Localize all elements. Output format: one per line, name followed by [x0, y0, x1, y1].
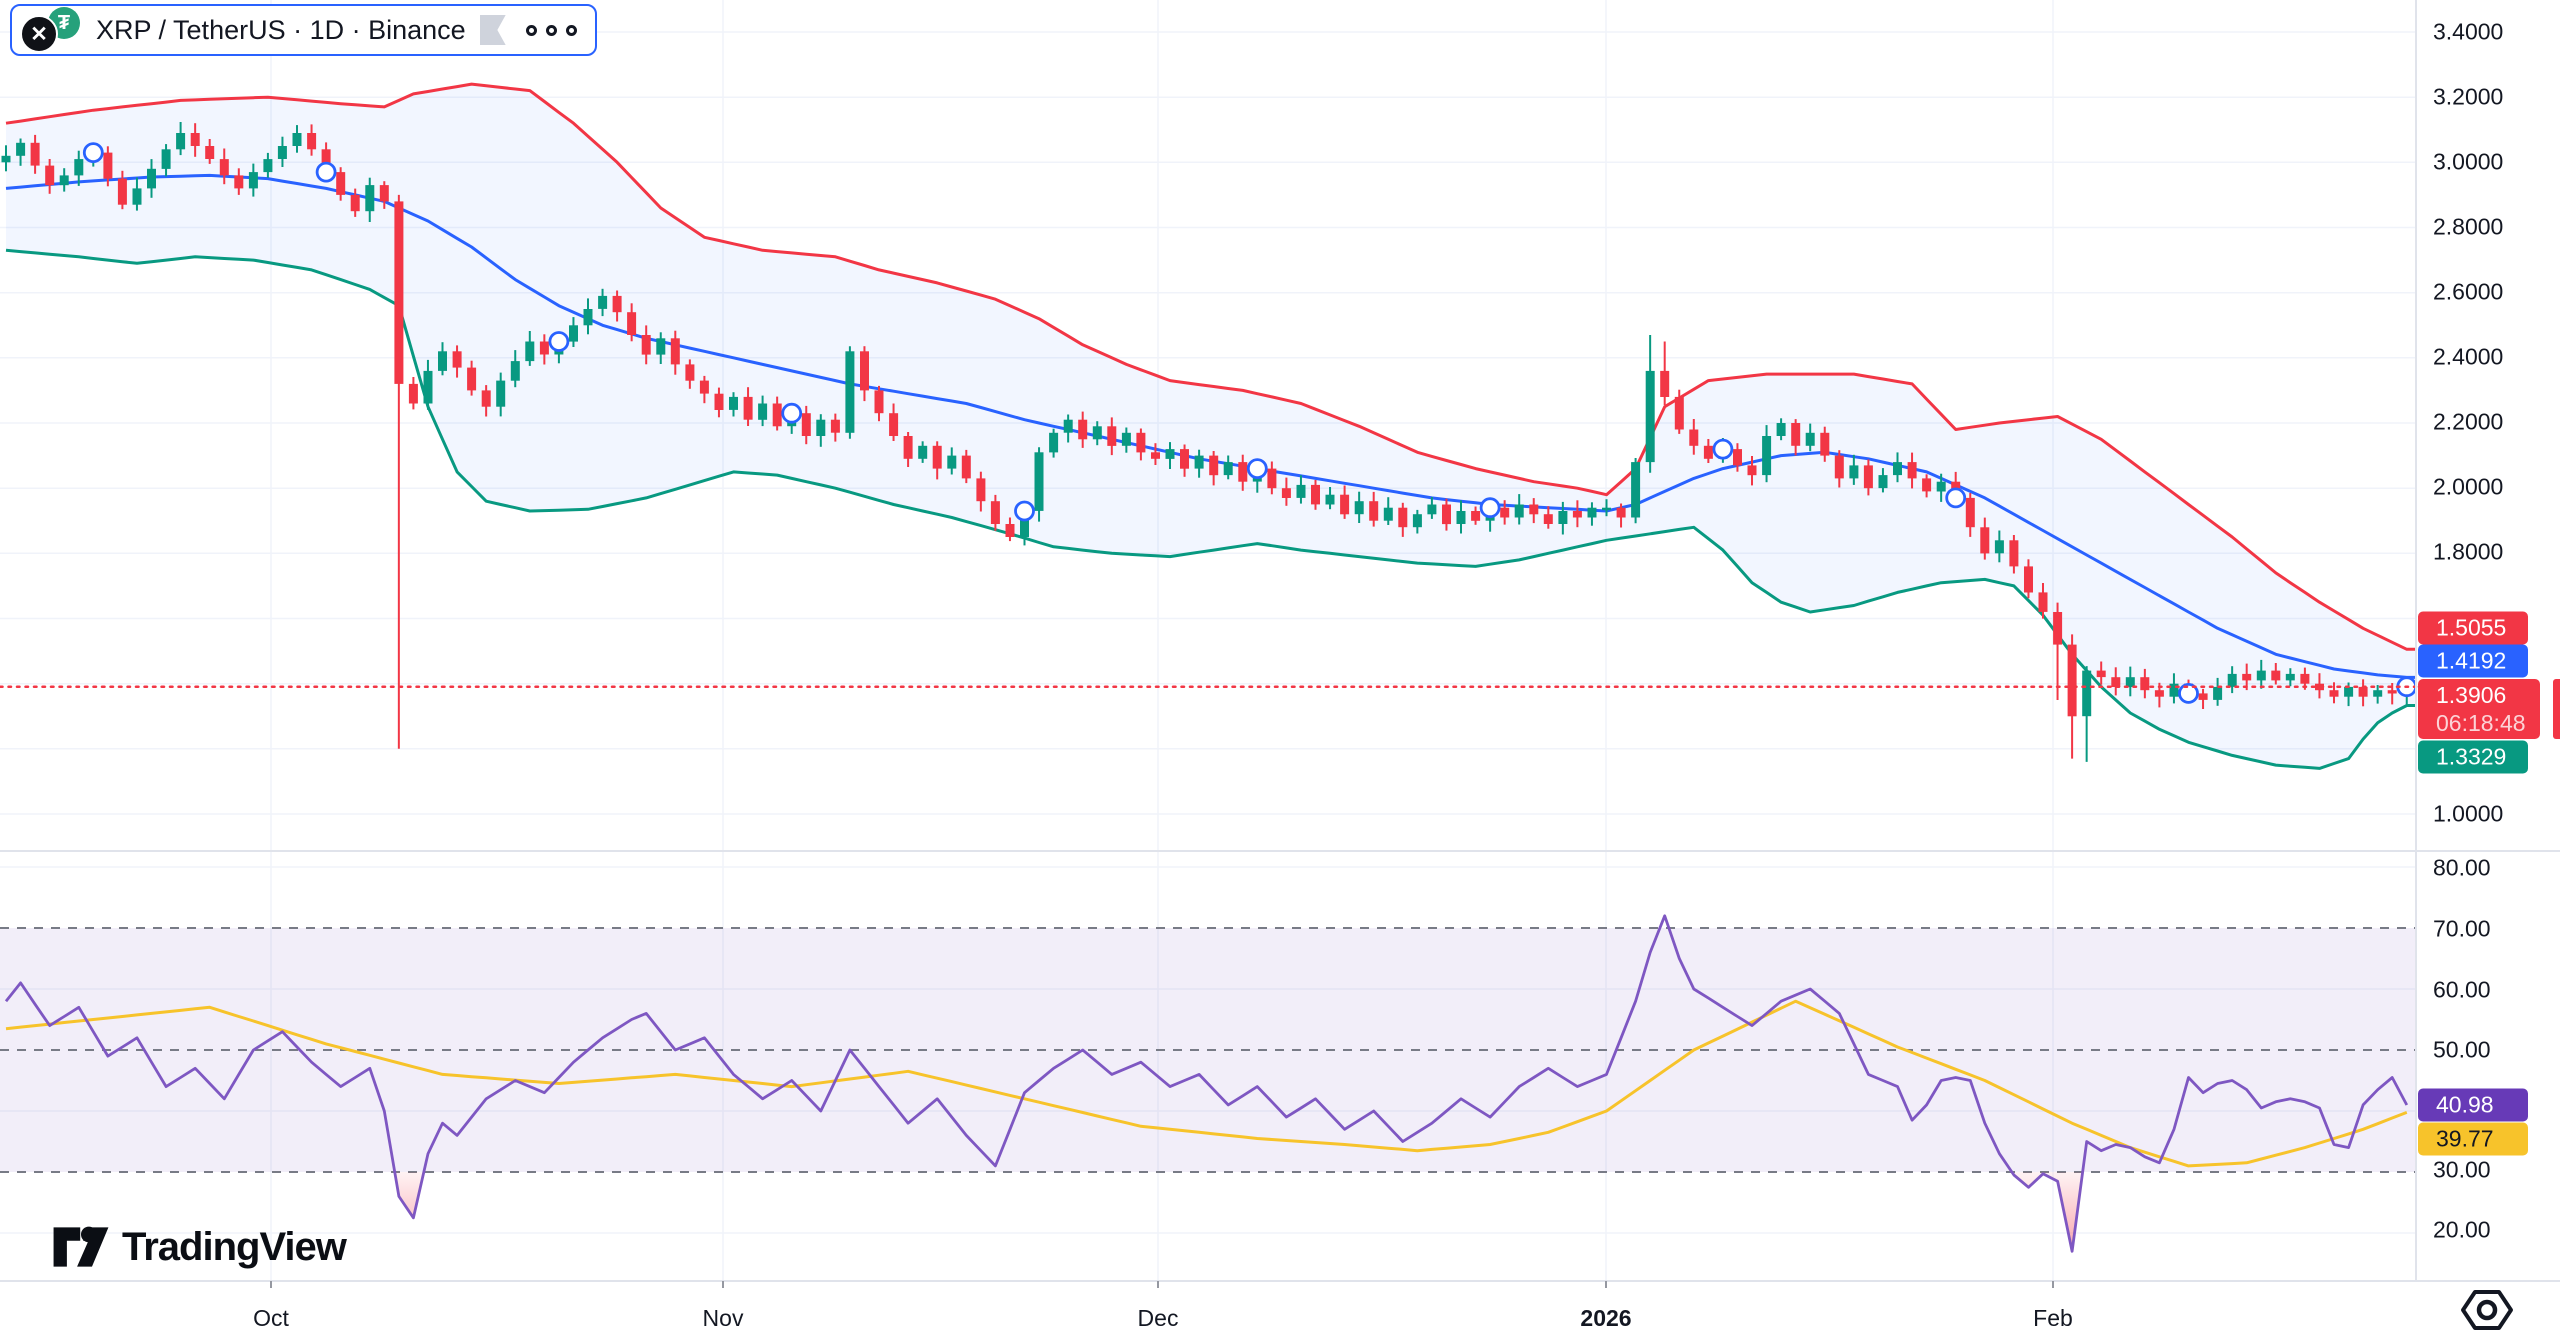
- rsi-badge: 40.98: [2418, 1088, 2528, 1122]
- bar-countdown: 06:18:48: [2436, 710, 2526, 736]
- price-axis-label: 2.4000: [2433, 343, 2504, 370]
- symbol-logo-pair: ₮ ✕: [20, 7, 82, 53]
- rsi-badge: 39.77: [2418, 1122, 2528, 1156]
- time-axis-label: Oct: [253, 1305, 289, 1331]
- more-options-icon[interactable]: [525, 24, 577, 36]
- rsi-axis-label: 60.00: [2433, 976, 2491, 1003]
- xrp-logo-icon: ✕: [20, 15, 58, 53]
- price-axis-label: 2.0000: [2433, 473, 2504, 500]
- price-badge: 1.3329: [2418, 740, 2528, 774]
- price-axis-label: 1.8000: [2433, 538, 2504, 565]
- symbol-title-button[interactable]: ₮ ✕ XRP / TetherUS · 1D · Binance: [10, 4, 597, 56]
- last-price-value: 1.3906: [2436, 682, 2507, 708]
- price-badge: 1.4192: [2418, 644, 2528, 678]
- price-axis-label: 3.0000: [2433, 148, 2504, 175]
- tradingview-logo-text: TradingView: [122, 1224, 347, 1269]
- price-axis-label: 2.8000: [2433, 213, 2504, 240]
- rsi-axis-label: 20.00: [2433, 1216, 2491, 1243]
- price-axis-label: 2.6000: [2433, 278, 2504, 305]
- time-axis-label: Nov: [702, 1305, 744, 1331]
- price-axis-label: 2.2000: [2433, 408, 2504, 435]
- rsi-axis-label: 70.00: [2433, 915, 2491, 942]
- price-marker-edge-bar: [2553, 679, 2560, 739]
- price-badge: 1.5055: [2418, 611, 2528, 645]
- scale-settings-icon[interactable]: [2460, 1288, 2514, 1336]
- rsi-axis-label: 30.00: [2433, 1156, 2491, 1183]
- rsi-axis-label: 80.00: [2433, 854, 2491, 881]
- flag-bookmark-icon[interactable]: [479, 15, 506, 45]
- tradingview-watermark: TradingView: [52, 1222, 347, 1272]
- time-axis-label: Feb: [2033, 1305, 2073, 1331]
- symbol-title: XRP / TetherUS · 1D · Binance: [96, 14, 466, 45]
- time-axis-label: 2026: [1580, 1305, 1632, 1331]
- price-axis-label: 3.4000: [2433, 18, 2504, 45]
- price-axis-label: 1.0000: [2433, 800, 2504, 827]
- last-price-countdown-badge: 1.3906 06:18:48: [2418, 679, 2540, 739]
- time-axis-label: Dec: [1137, 1305, 1179, 1331]
- price-axis-label: 3.2000: [2433, 83, 2504, 110]
- tradingview-logo-icon: [53, 1226, 109, 1267]
- rsi-axis-label: 50.00: [2433, 1036, 2491, 1063]
